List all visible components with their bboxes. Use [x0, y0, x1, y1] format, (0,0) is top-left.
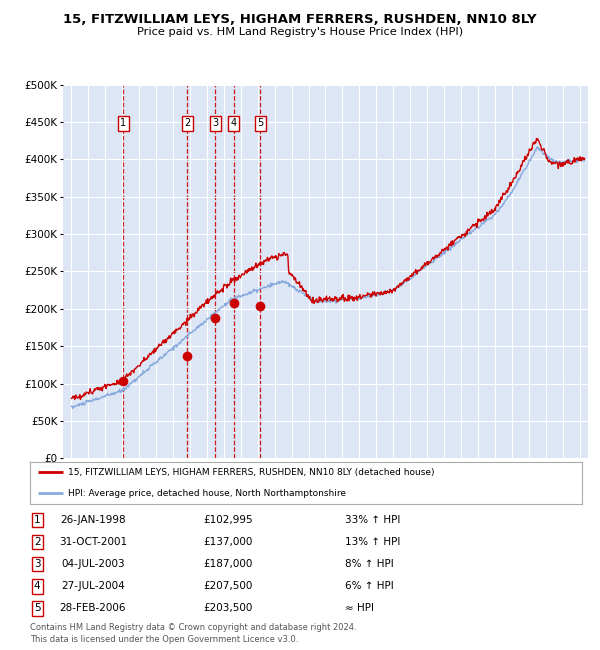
Text: HPI: Average price, detached house, North Northamptonshire: HPI: Average price, detached house, Nort… [68, 489, 346, 498]
Text: 1: 1 [34, 515, 41, 525]
Text: £203,500: £203,500 [203, 603, 253, 614]
Text: 1: 1 [121, 118, 127, 128]
Text: £187,000: £187,000 [203, 559, 253, 569]
Text: ≈ HPI: ≈ HPI [345, 603, 374, 614]
Text: 8% ↑ HPI: 8% ↑ HPI [345, 559, 394, 569]
Text: Price paid vs. HM Land Registry's House Price Index (HPI): Price paid vs. HM Land Registry's House … [137, 27, 463, 37]
Text: 27-JUL-2004: 27-JUL-2004 [61, 581, 125, 592]
Text: 4: 4 [230, 118, 236, 128]
Text: 5: 5 [34, 603, 41, 614]
Text: £102,995: £102,995 [203, 515, 253, 525]
Text: 6% ↑ HPI: 6% ↑ HPI [345, 581, 394, 592]
Text: £137,000: £137,000 [203, 537, 253, 547]
Text: 4: 4 [34, 581, 41, 592]
Text: 3: 3 [34, 559, 41, 569]
Text: 3: 3 [212, 118, 218, 128]
Text: 04-JUL-2003: 04-JUL-2003 [61, 559, 125, 569]
Text: 15, FITZWILLIAM LEYS, HIGHAM FERRERS, RUSHDEN, NN10 8LY (detached house): 15, FITZWILLIAM LEYS, HIGHAM FERRERS, RU… [68, 467, 434, 476]
Text: 28-FEB-2006: 28-FEB-2006 [60, 603, 126, 614]
Text: 13% ↑ HPI: 13% ↑ HPI [345, 537, 400, 547]
Text: Contains HM Land Registry data © Crown copyright and database right 2024.
This d: Contains HM Land Registry data © Crown c… [30, 623, 356, 644]
Text: 31-OCT-2001: 31-OCT-2001 [59, 537, 127, 547]
Text: £207,500: £207,500 [203, 581, 253, 592]
Text: 2: 2 [34, 537, 41, 547]
Text: 2: 2 [184, 118, 190, 128]
Text: 26-JAN-1998: 26-JAN-1998 [60, 515, 126, 525]
Text: 15, FITZWILLIAM LEYS, HIGHAM FERRERS, RUSHDEN, NN10 8LY: 15, FITZWILLIAM LEYS, HIGHAM FERRERS, RU… [63, 13, 537, 26]
Text: 5: 5 [257, 118, 263, 128]
Text: 33% ↑ HPI: 33% ↑ HPI [345, 515, 400, 525]
